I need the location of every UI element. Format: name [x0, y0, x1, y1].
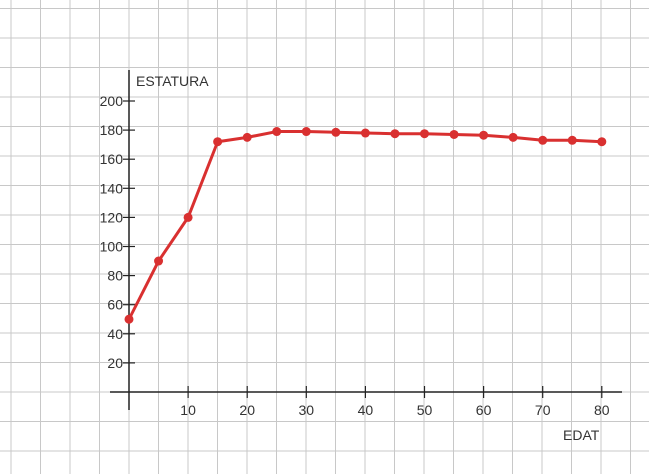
data-point: [449, 129, 459, 139]
data-point: [567, 135, 577, 145]
data-point: [331, 127, 341, 137]
data-point: [183, 212, 193, 222]
x-tick-label: 10: [180, 402, 196, 418]
y-tick-label: 80: [107, 268, 123, 284]
data-point: [479, 130, 489, 140]
data-point: [301, 127, 311, 137]
y-axis-label: ESTATURA: [136, 73, 209, 89]
data-point: [597, 137, 607, 147]
y-tick-label: 100: [100, 239, 124, 255]
data-point: [213, 137, 223, 147]
data-point: [360, 128, 370, 138]
x-tick-label: 40: [358, 402, 374, 418]
x-tick-label: 20: [239, 402, 255, 418]
y-tick-label: 160: [100, 151, 124, 167]
x-tick-label: 30: [299, 402, 315, 418]
y-tick-label: 140: [100, 180, 124, 196]
y-tick-label: 60: [107, 297, 123, 313]
ticks: 20 40 60 80 100 120 140 160 180 200 10 20 30 40 50 60 70…: [100, 93, 610, 418]
y-tick-label: 200: [100, 93, 124, 109]
y-tick-label: 40: [107, 326, 123, 342]
data-point: [420, 129, 429, 139]
y-tick-label: 180: [100, 122, 124, 138]
y-tick-label: 20: [107, 355, 123, 371]
x-tick-label: 50: [417, 402, 433, 418]
series: [124, 127, 607, 324]
data-point: [390, 129, 400, 139]
data-point: [124, 314, 134, 324]
data-point: [538, 135, 548, 145]
data-point: [508, 132, 518, 142]
data-point: [272, 127, 282, 137]
data-point: [242, 132, 252, 142]
data-point: [154, 256, 164, 266]
x-axis-label: EDAT: [563, 427, 600, 443]
x-tick-label: 80: [594, 402, 610, 418]
y-tick-label: 120: [100, 209, 124, 225]
x-tick-label: 70: [535, 402, 551, 418]
x-tick-label: 60: [476, 402, 492, 418]
